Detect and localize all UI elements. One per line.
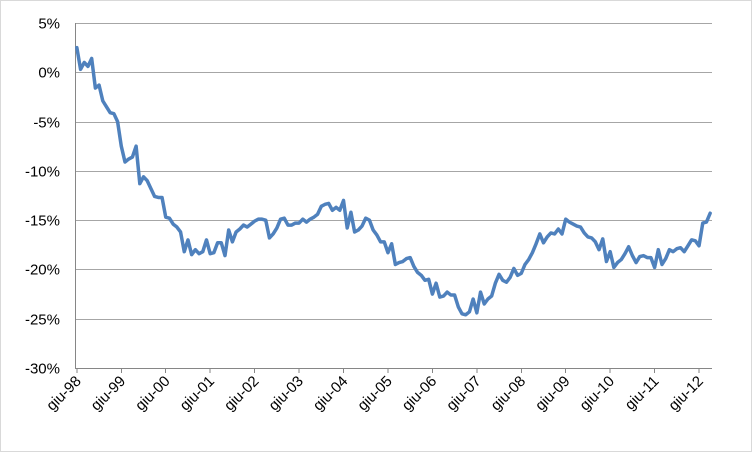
- x-tick-label: giu-08: [488, 373, 530, 415]
- y-tick-label: -20%: [25, 262, 60, 279]
- gridlines: [75, 23, 712, 320]
- y-tick-label: 5%: [38, 16, 60, 33]
- x-tick-label: giu-06: [399, 373, 441, 415]
- y-tick-label: -30%: [25, 361, 60, 378]
- x-tick-label: giu-04: [310, 373, 352, 415]
- x-tick-label: giu-07: [443, 373, 485, 415]
- y-tick-label: -5%: [33, 115, 60, 132]
- y-tick-label: -25%: [25, 312, 60, 329]
- axes: [75, 23, 712, 373]
- x-tick-label: giu-12: [665, 373, 707, 415]
- x-tick-label: giu-99: [88, 373, 130, 415]
- x-tick-label: giu-09: [532, 373, 574, 415]
- x-axis-tick-labels: giu-98 giu-99 giu-00 giu-01 giu-02 giu-03 giu-…: [43, 373, 707, 415]
- y-tick-label: 0%: [38, 65, 60, 82]
- y-tick-label: -15%: [25, 213, 60, 230]
- x-tick-label: giu-01: [176, 373, 218, 415]
- y-axis-tick-labels: 5% 0% -5% -10% -15% -20% -25% -30%: [25, 16, 60, 378]
- x-tick-label: giu-05: [354, 373, 396, 415]
- series-line: [75, 45, 712, 317]
- x-tick-label: giu-00: [132, 373, 174, 415]
- x-tick-label: giu-11: [622, 373, 663, 414]
- x-tick-label: giu-02: [221, 373, 263, 415]
- series-layer: [75, 45, 712, 317]
- x-tick-label: giu-10: [576, 373, 618, 415]
- y-tick-label: -10%: [25, 164, 60, 181]
- x-tick-label: giu-03: [265, 373, 307, 415]
- x-tick-label: giu-98: [43, 373, 85, 415]
